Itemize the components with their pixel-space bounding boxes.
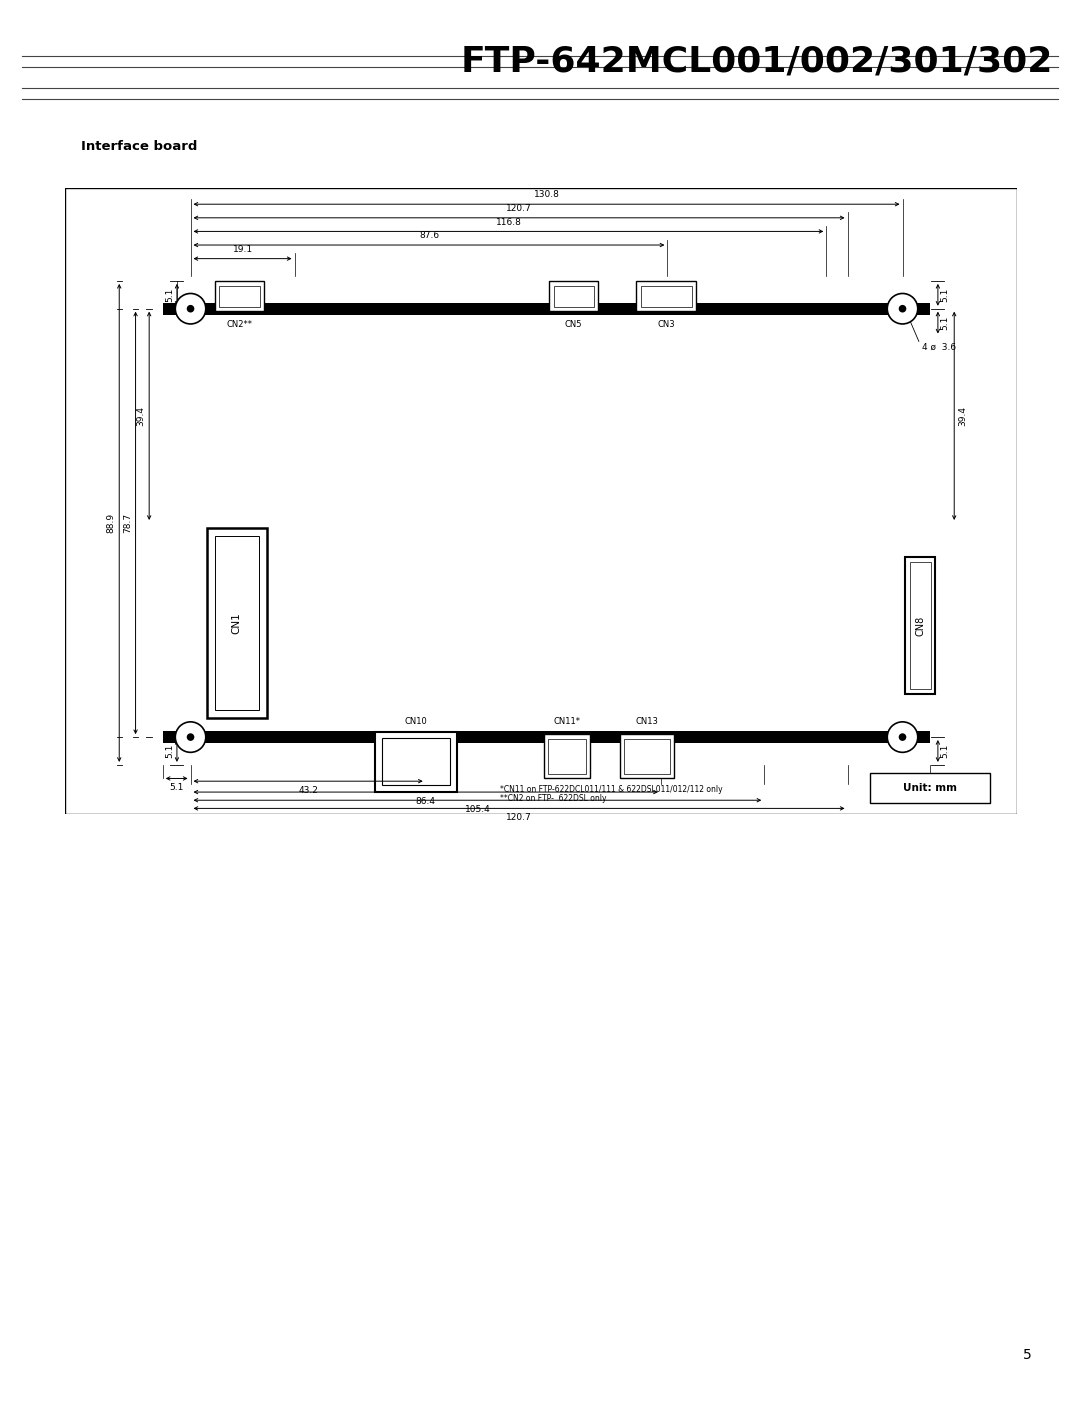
Bar bbox=[554, 286, 594, 307]
Bar bbox=[375, 731, 457, 792]
Bar bbox=[215, 282, 264, 311]
Text: 116.8: 116.8 bbox=[496, 217, 522, 227]
Text: 39.4: 39.4 bbox=[958, 406, 967, 426]
Circle shape bbox=[899, 733, 906, 741]
Bar bbox=[215, 535, 258, 710]
Text: CN3: CN3 bbox=[658, 319, 675, 329]
Text: 5.1: 5.1 bbox=[909, 783, 923, 793]
Text: FTP-642MCL001/002/301/302: FTP-642MCL001/002/301/302 bbox=[461, 45, 1053, 78]
Text: 130.8: 130.8 bbox=[534, 191, 559, 199]
Bar bbox=[207, 528, 267, 719]
Text: Interface board: Interface board bbox=[81, 140, 198, 153]
Text: 5.1: 5.1 bbox=[165, 287, 174, 303]
Bar bbox=[163, 303, 930, 315]
Text: CN11*: CN11* bbox=[553, 717, 580, 726]
Circle shape bbox=[187, 305, 194, 312]
Text: CN2**: CN2** bbox=[227, 319, 253, 329]
Text: 5.1: 5.1 bbox=[170, 783, 184, 793]
Text: 5: 5 bbox=[1023, 1348, 1031, 1362]
Text: 39.4: 39.4 bbox=[136, 406, 146, 426]
Bar bbox=[549, 738, 585, 773]
Circle shape bbox=[187, 733, 194, 741]
Bar bbox=[620, 734, 674, 778]
Text: 87.6: 87.6 bbox=[419, 231, 438, 240]
Bar bbox=[163, 731, 930, 743]
Circle shape bbox=[175, 722, 206, 752]
Text: CN5: CN5 bbox=[565, 319, 582, 329]
Text: 78.7: 78.7 bbox=[123, 513, 132, 532]
Text: 105.4: 105.4 bbox=[464, 806, 490, 814]
Text: CN1: CN1 bbox=[232, 612, 242, 633]
Bar bbox=[544, 734, 590, 778]
Text: 5.1: 5.1 bbox=[941, 744, 949, 758]
Text: 120.7: 120.7 bbox=[507, 205, 532, 213]
Circle shape bbox=[899, 305, 906, 312]
Bar bbox=[909, 562, 931, 689]
Text: 86.4: 86.4 bbox=[416, 797, 435, 806]
Bar bbox=[624, 738, 670, 773]
Circle shape bbox=[888, 722, 918, 752]
Circle shape bbox=[888, 293, 918, 324]
Text: 43.2: 43.2 bbox=[298, 786, 318, 796]
Bar bbox=[636, 282, 697, 311]
Text: CN8: CN8 bbox=[915, 615, 926, 636]
Text: 120.7: 120.7 bbox=[507, 814, 532, 822]
Text: 5.1: 5.1 bbox=[941, 287, 949, 303]
Text: 5.1: 5.1 bbox=[941, 315, 949, 329]
Text: 4 ø  3.6: 4 ø 3.6 bbox=[921, 342, 956, 352]
Text: **CN2 on FTP-  622DSL only: **CN2 on FTP- 622DSL only bbox=[500, 794, 607, 803]
Text: 88.9: 88.9 bbox=[107, 513, 116, 532]
Text: 19.1: 19.1 bbox=[232, 245, 253, 254]
Bar bbox=[381, 738, 450, 785]
Bar bbox=[640, 286, 692, 307]
Bar bbox=[550, 282, 598, 311]
Circle shape bbox=[175, 293, 206, 324]
Bar bbox=[905, 558, 935, 693]
Text: Unit: mm: Unit: mm bbox=[903, 783, 957, 793]
Bar bbox=[219, 286, 259, 307]
Text: *CN11 on FTP-622DCL011/111 & 622DSL011/012/112 only: *CN11 on FTP-622DCL011/111 & 622DSL011/0… bbox=[500, 785, 723, 794]
Text: 5.1: 5.1 bbox=[165, 744, 174, 758]
Text: CN13: CN13 bbox=[636, 717, 659, 726]
Text: CN10: CN10 bbox=[405, 717, 428, 726]
Bar bbox=[870, 773, 990, 803]
